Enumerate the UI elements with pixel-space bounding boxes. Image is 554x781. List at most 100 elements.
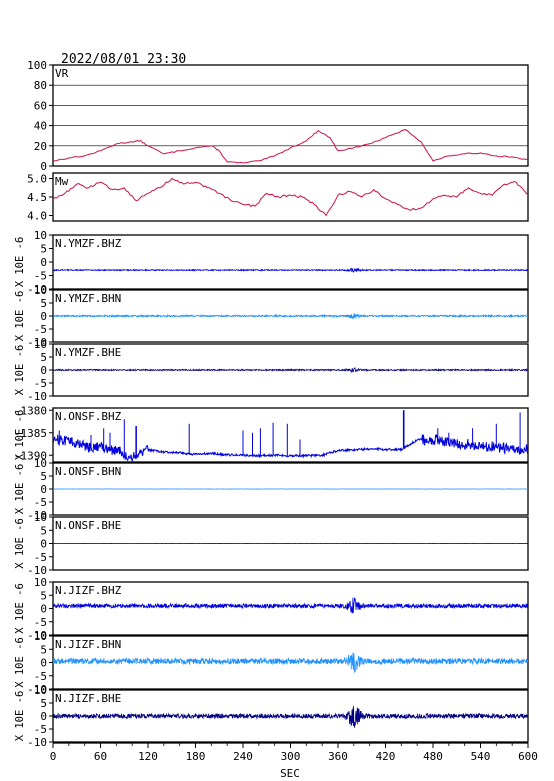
y-axis-label: X 10E -6 — [14, 237, 26, 288]
y-tick-label: 0 — [40, 256, 47, 269]
panel-label: N.YMZF.BHZ — [55, 237, 122, 250]
x-tick-label: 420 — [376, 750, 396, 763]
x-tick-label: 0 — [50, 750, 57, 763]
panel-label: N.ONSF.BHZ — [55, 410, 122, 423]
y-tick-label: -10 — [27, 564, 47, 577]
x-tick-label: 480 — [423, 750, 443, 763]
series-line-jizf-bhn — [53, 652, 528, 674]
y-tick-label: -5 — [34, 616, 47, 629]
chart-title: 2022/08/01 23:30 — [61, 52, 186, 67]
panel-frame — [52, 64, 529, 167]
y-tick-label: 10 — [34, 457, 47, 470]
y-tick-label: 40 — [34, 120, 47, 133]
panel-label: N.JIZF.BHE — [55, 692, 121, 705]
y-tick-label: 10 — [34, 511, 47, 524]
y-tick-label: -5 — [34, 670, 47, 683]
y-tick-label: -10 — [27, 683, 47, 696]
y-tick-label: 5 — [40, 643, 47, 656]
series-line-jizf-bhe — [53, 705, 528, 728]
y-tick-label: -5 — [34, 496, 47, 509]
x-tick-label: 240 — [233, 750, 253, 763]
y-tick-label: 10 — [34, 630, 47, 643]
y-tick-label: 0 — [40, 364, 47, 377]
panel-label: Mw — [55, 175, 69, 188]
panel-label: N.YMZF.BHN — [55, 292, 121, 305]
y-tick-label: 20 — [34, 140, 47, 153]
x-tick-label: 540 — [471, 750, 491, 763]
y-tick-label: 4.5 — [27, 191, 47, 204]
y-axis-label: X 10E -6 — [14, 464, 26, 515]
series-line-vr — [53, 129, 528, 164]
y-tick-label: 5 — [40, 589, 47, 602]
y-tick-label: 5 — [40, 351, 47, 364]
panel-vr: 0 20 40 60 80 100 VR — [27, 59, 529, 173]
y-tick-label: 60 — [34, 99, 47, 112]
series-line-jizf-bhz — [53, 597, 528, 614]
panel-label: N.ONSF.BHE — [55, 519, 121, 532]
y-tick-label: -5 — [34, 551, 47, 564]
y-tick-label: 0 — [40, 310, 47, 323]
series-line-mw — [53, 177, 528, 217]
y-tick-label: -5 — [34, 723, 47, 736]
y-tick-label: 0 — [40, 657, 47, 670]
panel-label: N.YMZF.BHE — [55, 346, 121, 359]
y-tick-label: 0 — [40, 538, 47, 551]
panel-label: N.ONSF.BHN — [55, 465, 121, 478]
panel-frame — [52, 234, 529, 290]
x-tick-label: 60 — [94, 750, 107, 763]
panel-mw: 4.0 4.5 5.0 Mw — [27, 172, 529, 222]
y-tick-label: 100 — [27, 59, 47, 72]
y-axis-label: X 10E -6 — [14, 518, 26, 569]
x-tick-label: 360 — [328, 750, 348, 763]
y-tick-label: -10 — [27, 390, 47, 403]
y-tick-label: 5 — [40, 697, 47, 710]
y-tick-label: -10 — [27, 336, 47, 349]
x-tick-label: 120 — [138, 750, 158, 763]
y-tick-label: 0 — [40, 160, 47, 173]
x-axis-label: SEC — [280, 767, 300, 780]
series-line-onsf-bhz — [53, 410, 528, 462]
y-tick-label: -5 — [34, 323, 47, 336]
y-tick-label: -5 — [34, 377, 47, 390]
x-tick-label: 600 — [518, 750, 538, 763]
y-tick-label: 10 — [34, 576, 47, 589]
y-tick-label: 5 — [40, 470, 47, 483]
y-tick-label: -5 — [34, 270, 47, 283]
y-axis-label: X 10E -6 — [14, 291, 26, 342]
series-line-ymzf-bhz — [53, 267, 528, 273]
panel-label: N.JIZF.BHZ — [55, 584, 122, 597]
panel-frame — [52, 581, 529, 636]
y-axis-label: X 10E -6 — [14, 637, 26, 688]
y-axis-label: X 10E -6 — [14, 410, 26, 461]
y-tick-label: -1380 — [14, 404, 47, 417]
y-tick-label: 10 — [34, 284, 47, 297]
y-tick-label: 0 — [40, 710, 47, 723]
y-axis-label: X 10E -6 — [14, 691, 26, 742]
series-line-ymzf-bhn — [53, 312, 528, 320]
y-axis-label: X 10E -6 — [14, 583, 26, 634]
y-tick-label: -10 — [27, 629, 47, 642]
x-tick-label: 180 — [186, 750, 206, 763]
panel-onsf-bhz: -1390 -1385 -1380 N.ONSF.BHZ X 10E -6 — [14, 404, 529, 463]
x-tick-label: 300 — [281, 750, 301, 763]
y-tick-label: -1390 — [14, 449, 47, 462]
y-tick-label: 80 — [34, 79, 47, 92]
y-tick-label: 10 — [34, 229, 47, 242]
y-tick-label: 5 — [40, 524, 47, 537]
y-tick-label: 5.0 — [27, 173, 47, 186]
y-tick-label: 10 — [34, 684, 47, 697]
y-tick-label: -1385 — [14, 427, 47, 440]
y-tick-label: 5 — [40, 297, 47, 310]
y-tick-label: -10 — [27, 283, 47, 296]
y-tick-label: 5 — [40, 243, 47, 256]
panel-frame — [52, 407, 529, 463]
